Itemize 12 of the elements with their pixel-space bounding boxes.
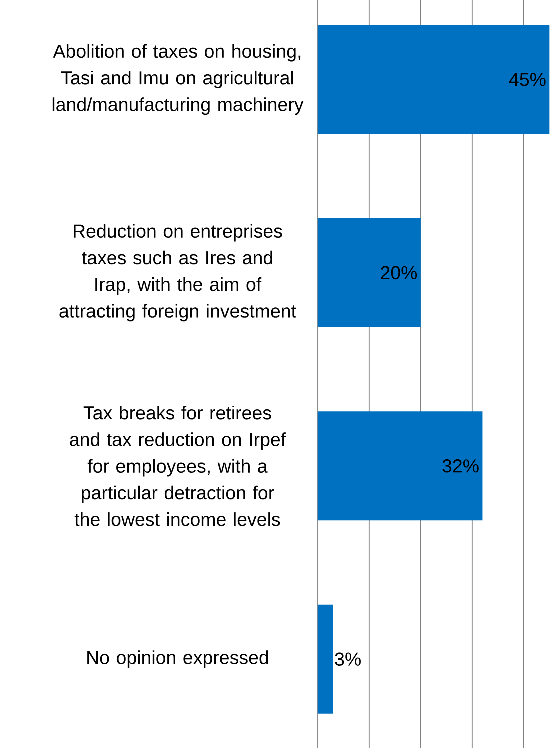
y-tick-label: Reduction on entreprises taxes such as Ires and Irap, with the aim of attracting foreign investment bbox=[60, 224, 297, 322]
bar bbox=[318, 412, 483, 521]
bar bbox=[318, 25, 550, 134]
y-tick-label: Abolition of taxes on housing, Tasi and Imu on agricultural land/manufacturing machinery bbox=[53, 44, 304, 116]
data-label: 45% bbox=[510, 73, 546, 86]
y-tick-label: Tax breaks for retirees and tax reduction on Irpef for employees, with a particular detraction for the lowest income levels bbox=[70, 406, 286, 526]
bar bbox=[318, 218, 422, 328]
y-tick-label: No opinion expressed bbox=[88, 650, 268, 668]
data-label: 32% bbox=[442, 460, 480, 473]
data-label: 3% bbox=[335, 652, 362, 666]
bar bbox=[318, 604, 334, 714]
data-label: 20% bbox=[381, 266, 418, 280]
